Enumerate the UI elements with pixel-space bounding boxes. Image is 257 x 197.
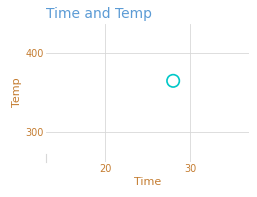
Point bbox=[171, 79, 175, 82]
Y-axis label: Temp: Temp bbox=[12, 78, 22, 107]
Text: Time and Temp: Time and Temp bbox=[46, 7, 152, 21]
X-axis label: Time: Time bbox=[134, 177, 161, 187]
